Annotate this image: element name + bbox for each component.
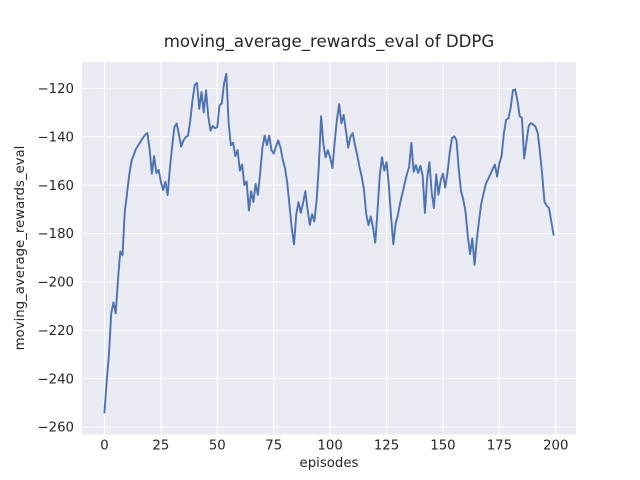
y-tick-label: −200: [37, 276, 74, 291]
y-tick-label: −140: [37, 130, 74, 145]
y-tick-label: −180: [37, 227, 74, 242]
series-line: [103, 72, 555, 414]
x-tick-label: 125: [374, 439, 399, 454]
series-layer: [103, 72, 555, 414]
chart-title: moving_average_rewards_eval of DDPG: [164, 32, 495, 52]
y-axis-label: moving_average_rewards_eval: [13, 146, 28, 351]
plot-background-layer: [82, 62, 576, 435]
x-tick-label: 200: [543, 439, 568, 454]
y-tick-label: −240: [37, 372, 74, 387]
x-tick-label: 100: [317, 439, 342, 454]
x-tick-label: 150: [430, 439, 455, 454]
x-tick-label: 50: [209, 439, 226, 454]
x-tick-label: 0: [100, 439, 108, 454]
y-tick-label: −220: [37, 324, 74, 339]
x-tick-label: 25: [152, 439, 169, 454]
x-axis-label: episodes: [300, 456, 359, 471]
y-tick-label: −160: [37, 179, 74, 194]
x-tick-label: 75: [265, 439, 282, 454]
y-tick-label: −260: [37, 421, 74, 436]
tick-label-layer: 0 25 50 75 100 125 150 175 200 −120 −140 −160 −180 −2…: [37, 82, 568, 453]
x-tick-label: 175: [487, 439, 512, 454]
plot-area: [82, 62, 576, 435]
y-tick-label: −120: [37, 82, 74, 97]
